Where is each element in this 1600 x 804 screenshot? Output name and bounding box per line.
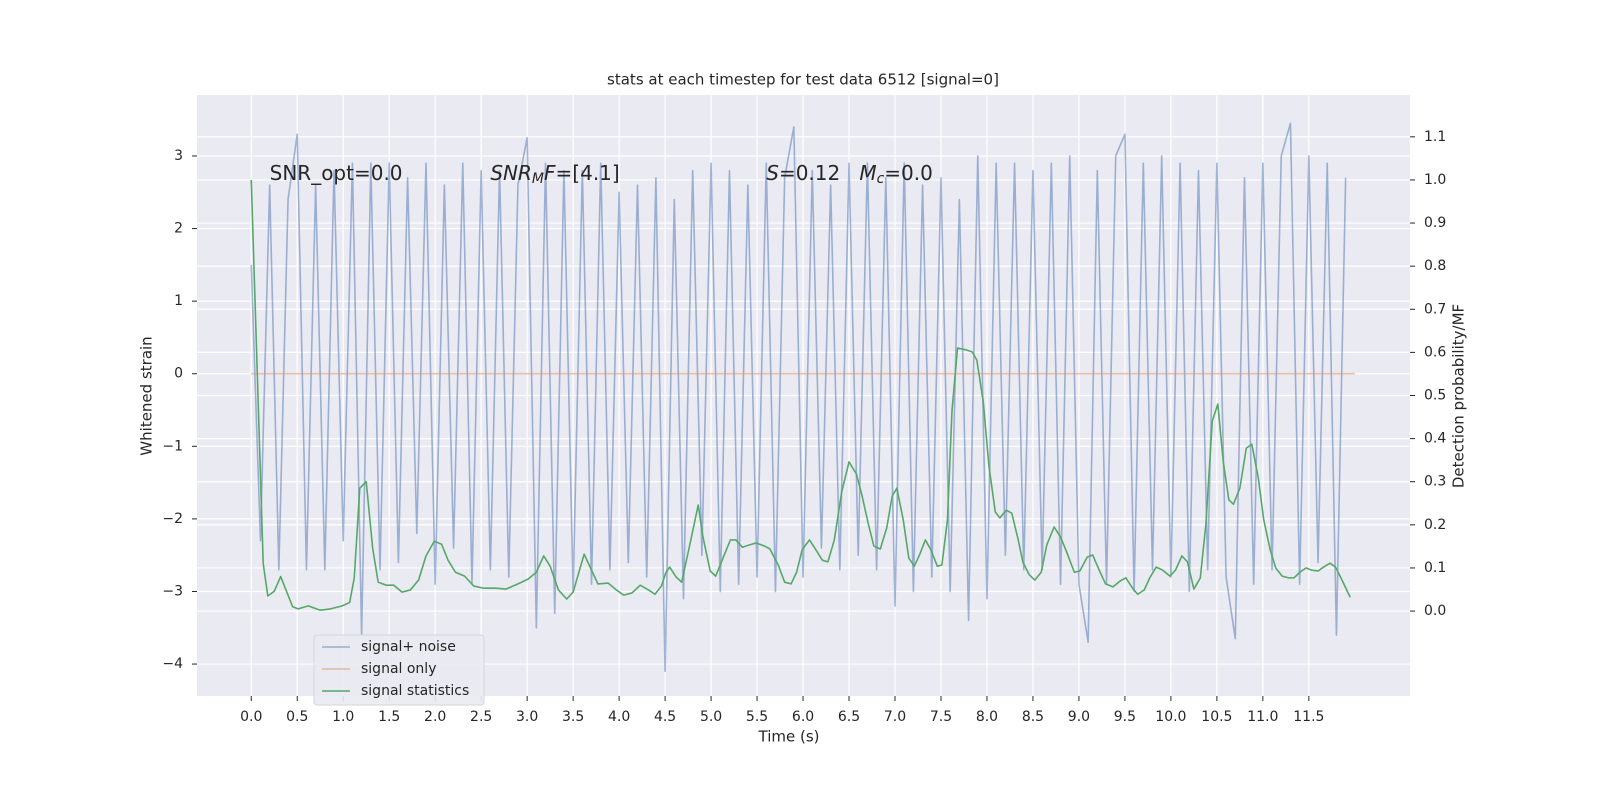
legend: signal+ noise signal only signal statistic… (313, 634, 485, 706)
x-tick-label: 1.5 (378, 709, 400, 725)
y2-tick-label: 0.3 (1424, 474, 1446, 490)
annotation-part: c (877, 171, 885, 187)
series-line (250, 179, 1351, 611)
chart-title: stats at each timestep for test data 651… (607, 71, 999, 89)
annotation: SNR_opt=0.0 (270, 161, 403, 185)
y2-tick-label: 0.9 (1424, 215, 1446, 231)
y2-tick-label: 1.0 (1424, 172, 1446, 188)
x-tick-label: 11.0 (1247, 709, 1278, 725)
x-tick-label: 2.5 (470, 709, 492, 725)
y2-axis-label: Detection probability/MF (1450, 304, 1468, 488)
y-tick-label: 1 (174, 293, 183, 309)
annotation-part: SNR (490, 161, 532, 185)
x-tick-label: 9.0 (1068, 709, 1090, 725)
series-line (250, 122, 1347, 673)
annotation: SNRMF=[4.1] (490, 161, 619, 188)
x-tick-label: 10.5 (1201, 709, 1232, 725)
x-tick-label: 6.0 (792, 709, 814, 725)
x-tick-label: 11.5 (1293, 709, 1324, 725)
y-tick-label: −3 (162, 583, 183, 599)
x-tick-label: 6.5 (838, 709, 860, 725)
y2-tick-label: 0.2 (1424, 517, 1446, 533)
y2-tick-label: 0.5 (1424, 388, 1446, 404)
y2-tick-label: 0.6 (1424, 344, 1446, 360)
x-tick-label: 9.5 (1114, 709, 1136, 725)
y-tick-label: −2 (162, 511, 183, 527)
x-tick-label: 0.5 (286, 709, 308, 725)
x-tick-label: 10.0 (1155, 709, 1186, 725)
y2-tick-label: 0.0 (1424, 603, 1446, 619)
annotation-part: S (766, 161, 779, 185)
annotation-part: =[4.1] (556, 161, 620, 185)
annotation-part: F (544, 161, 556, 185)
annotation-part: =0.0 (884, 161, 933, 185)
x-tick-label: 7.0 (884, 709, 906, 725)
y-tick-label: 0 (174, 366, 183, 382)
x-tick-label: 4.0 (608, 709, 630, 725)
x-tick-label: 8.5 (1022, 709, 1044, 725)
y2-tick-label: 1.1 (1424, 129, 1446, 145)
y2-tick-label: 0.8 (1424, 258, 1446, 274)
y2-tick-label: 0.4 (1424, 431, 1446, 447)
labels: 0.0 0.5 1.0 1.5 2.0 2.5 3.0 3.5 4.0 4.5 5.0 5.5 6.0 6… (162, 129, 1446, 725)
marks (250, 122, 1355, 673)
x-tick-label: 0.0 (240, 709, 262, 725)
annotation-part: M (532, 171, 544, 187)
y-tick-label: −4 (162, 656, 183, 672)
x-tick-label: 1.0 (332, 709, 354, 725)
x-tick-label: 5.0 (700, 709, 722, 725)
y-tick-label: 3 (174, 148, 183, 164)
x-axis-label: Time (s) (758, 728, 820, 746)
x-tick-label: 2.0 (424, 709, 446, 725)
annotation-part: =0.12 (779, 161, 859, 185)
y-tick-label: 2 (174, 221, 183, 237)
legend-box (313, 634, 485, 706)
x-tick-label: 5.5 (746, 709, 768, 725)
legend-label: signal statistics (361, 683, 469, 699)
x-tick-label: 7.5 (930, 709, 952, 725)
x-tick-label: 8.0 (976, 709, 998, 725)
x-tick-label: 4.5 (654, 709, 676, 725)
x-tick-label: 3.0 (516, 709, 538, 725)
x-tick-label: 3.5 (562, 709, 584, 725)
y-axis-label: Whitened strain (138, 336, 156, 455)
annotation: S=0.12 Mc=0.0 (766, 161, 933, 188)
y-tick-label: −1 (162, 438, 183, 454)
y2-tick-label: 0.7 (1424, 301, 1446, 317)
y2-tick-label: 0.1 (1424, 560, 1446, 576)
legend-label: signal only (361, 661, 436, 677)
annotation-part: SNR_opt=0.0 (270, 161, 403, 185)
annotation-part: M (859, 161, 876, 185)
legend-label: signal+ noise (361, 639, 456, 655)
